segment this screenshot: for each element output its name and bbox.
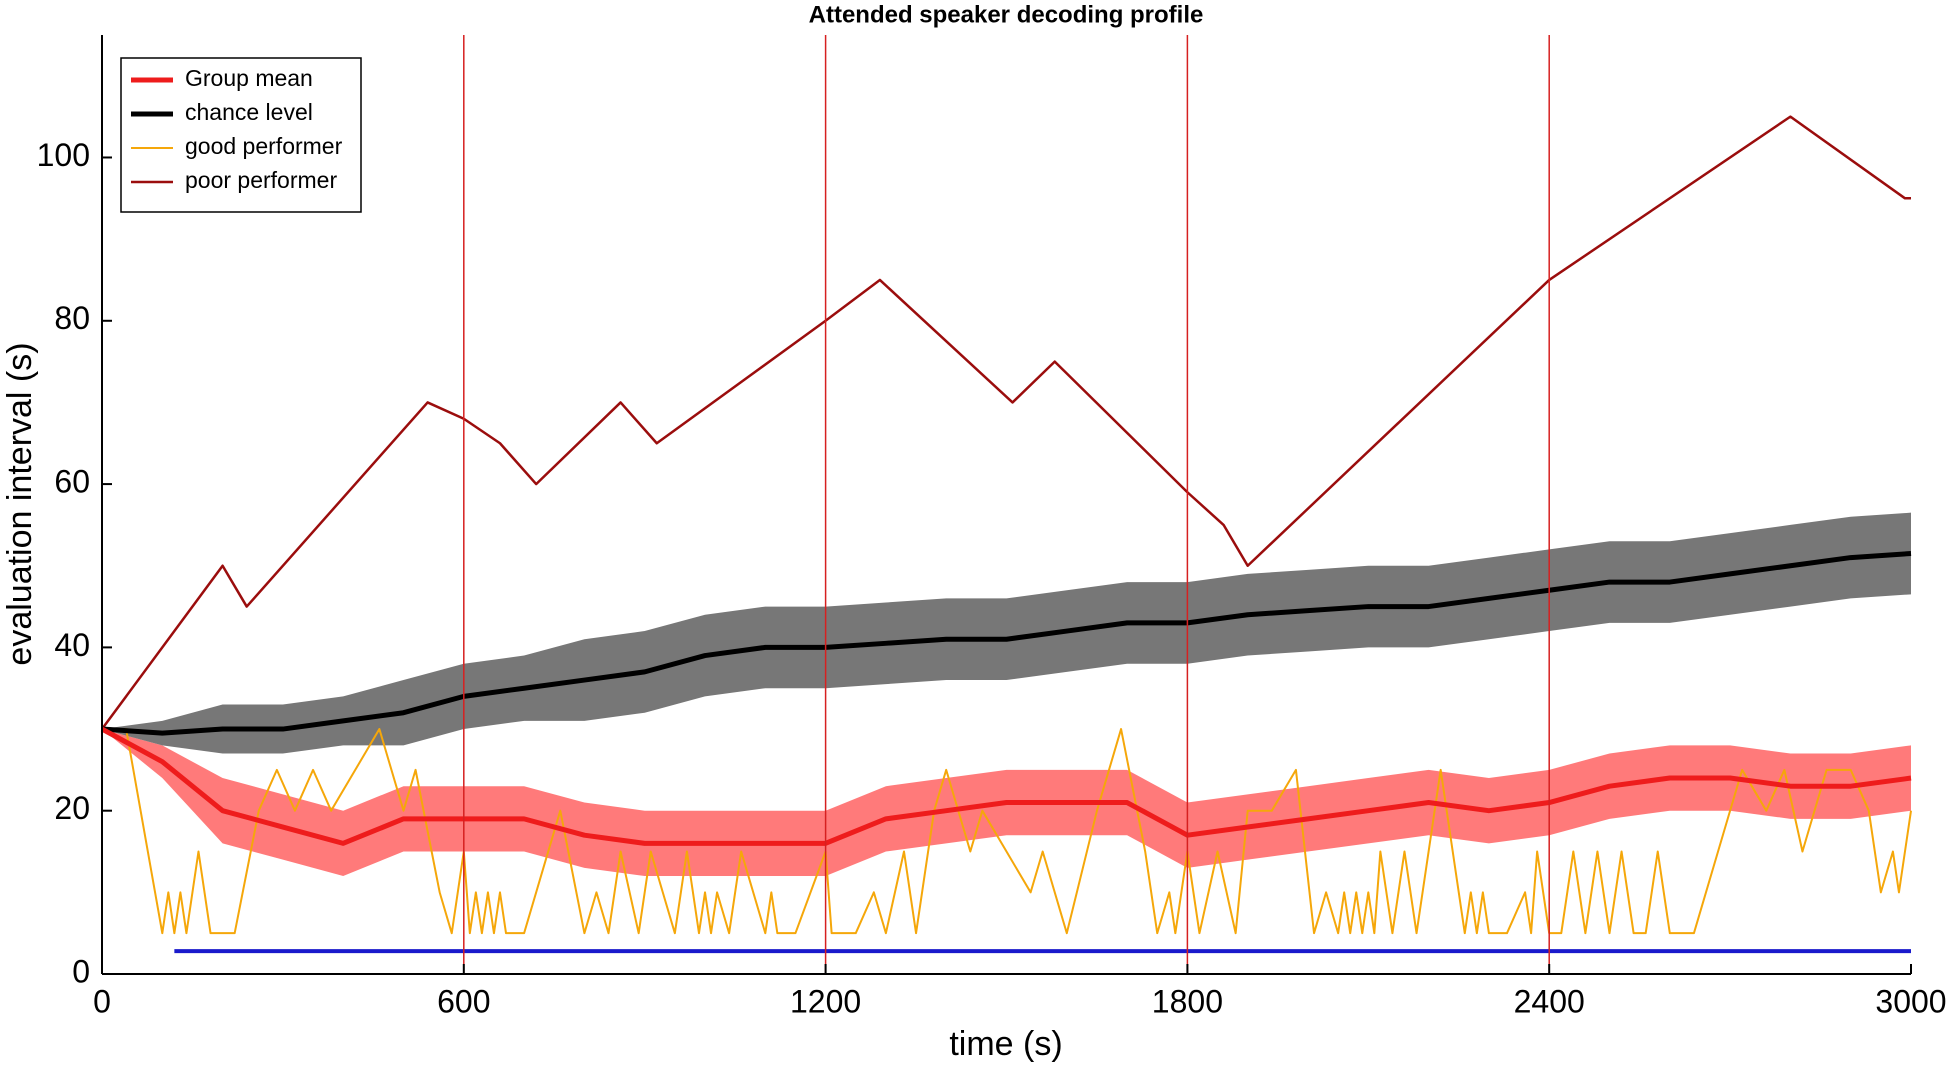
x-tick-label: 1200 [790, 983, 861, 1019]
legend-label: Group mean [185, 65, 313, 91]
y-tick-label: 60 [54, 464, 90, 500]
y-tick-label: 80 [54, 300, 90, 336]
y-tick-label: 0 [72, 953, 90, 989]
x-tick-label: 1800 [1152, 983, 1223, 1019]
y-tick-label: 40 [54, 627, 90, 663]
x-tick-label: 0 [93, 983, 111, 1019]
legend-label: good performer [185, 133, 343, 159]
error-band [102, 512, 1911, 754]
x-tick-label: 600 [437, 983, 490, 1019]
chart-title: Attended speaker decoding profile [809, 1, 1204, 28]
x-axis-label: time (s) [949, 1025, 1062, 1063]
legend-label: chance level [185, 99, 313, 125]
x-tick-label: 2400 [1514, 983, 1585, 1019]
data-line [102, 728, 1912, 935]
legend-box [120, 57, 362, 213]
y-tick-label: 100 [37, 137, 90, 173]
data-line [100, 115, 1911, 730]
x-tick-label: 3000 [1875, 983, 1946, 1019]
legend-label: poor performer [185, 167, 337, 193]
y-axis-label: evaluation interval (s) [1, 342, 39, 665]
data-line [101, 550, 1912, 736]
data-line [100, 726, 1912, 846]
y-tick-label: 20 [54, 790, 90, 826]
